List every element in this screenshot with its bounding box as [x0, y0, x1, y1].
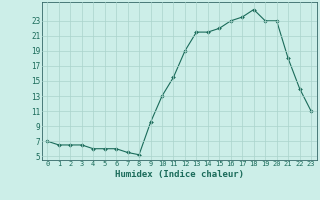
- X-axis label: Humidex (Indice chaleur): Humidex (Indice chaleur): [115, 170, 244, 179]
